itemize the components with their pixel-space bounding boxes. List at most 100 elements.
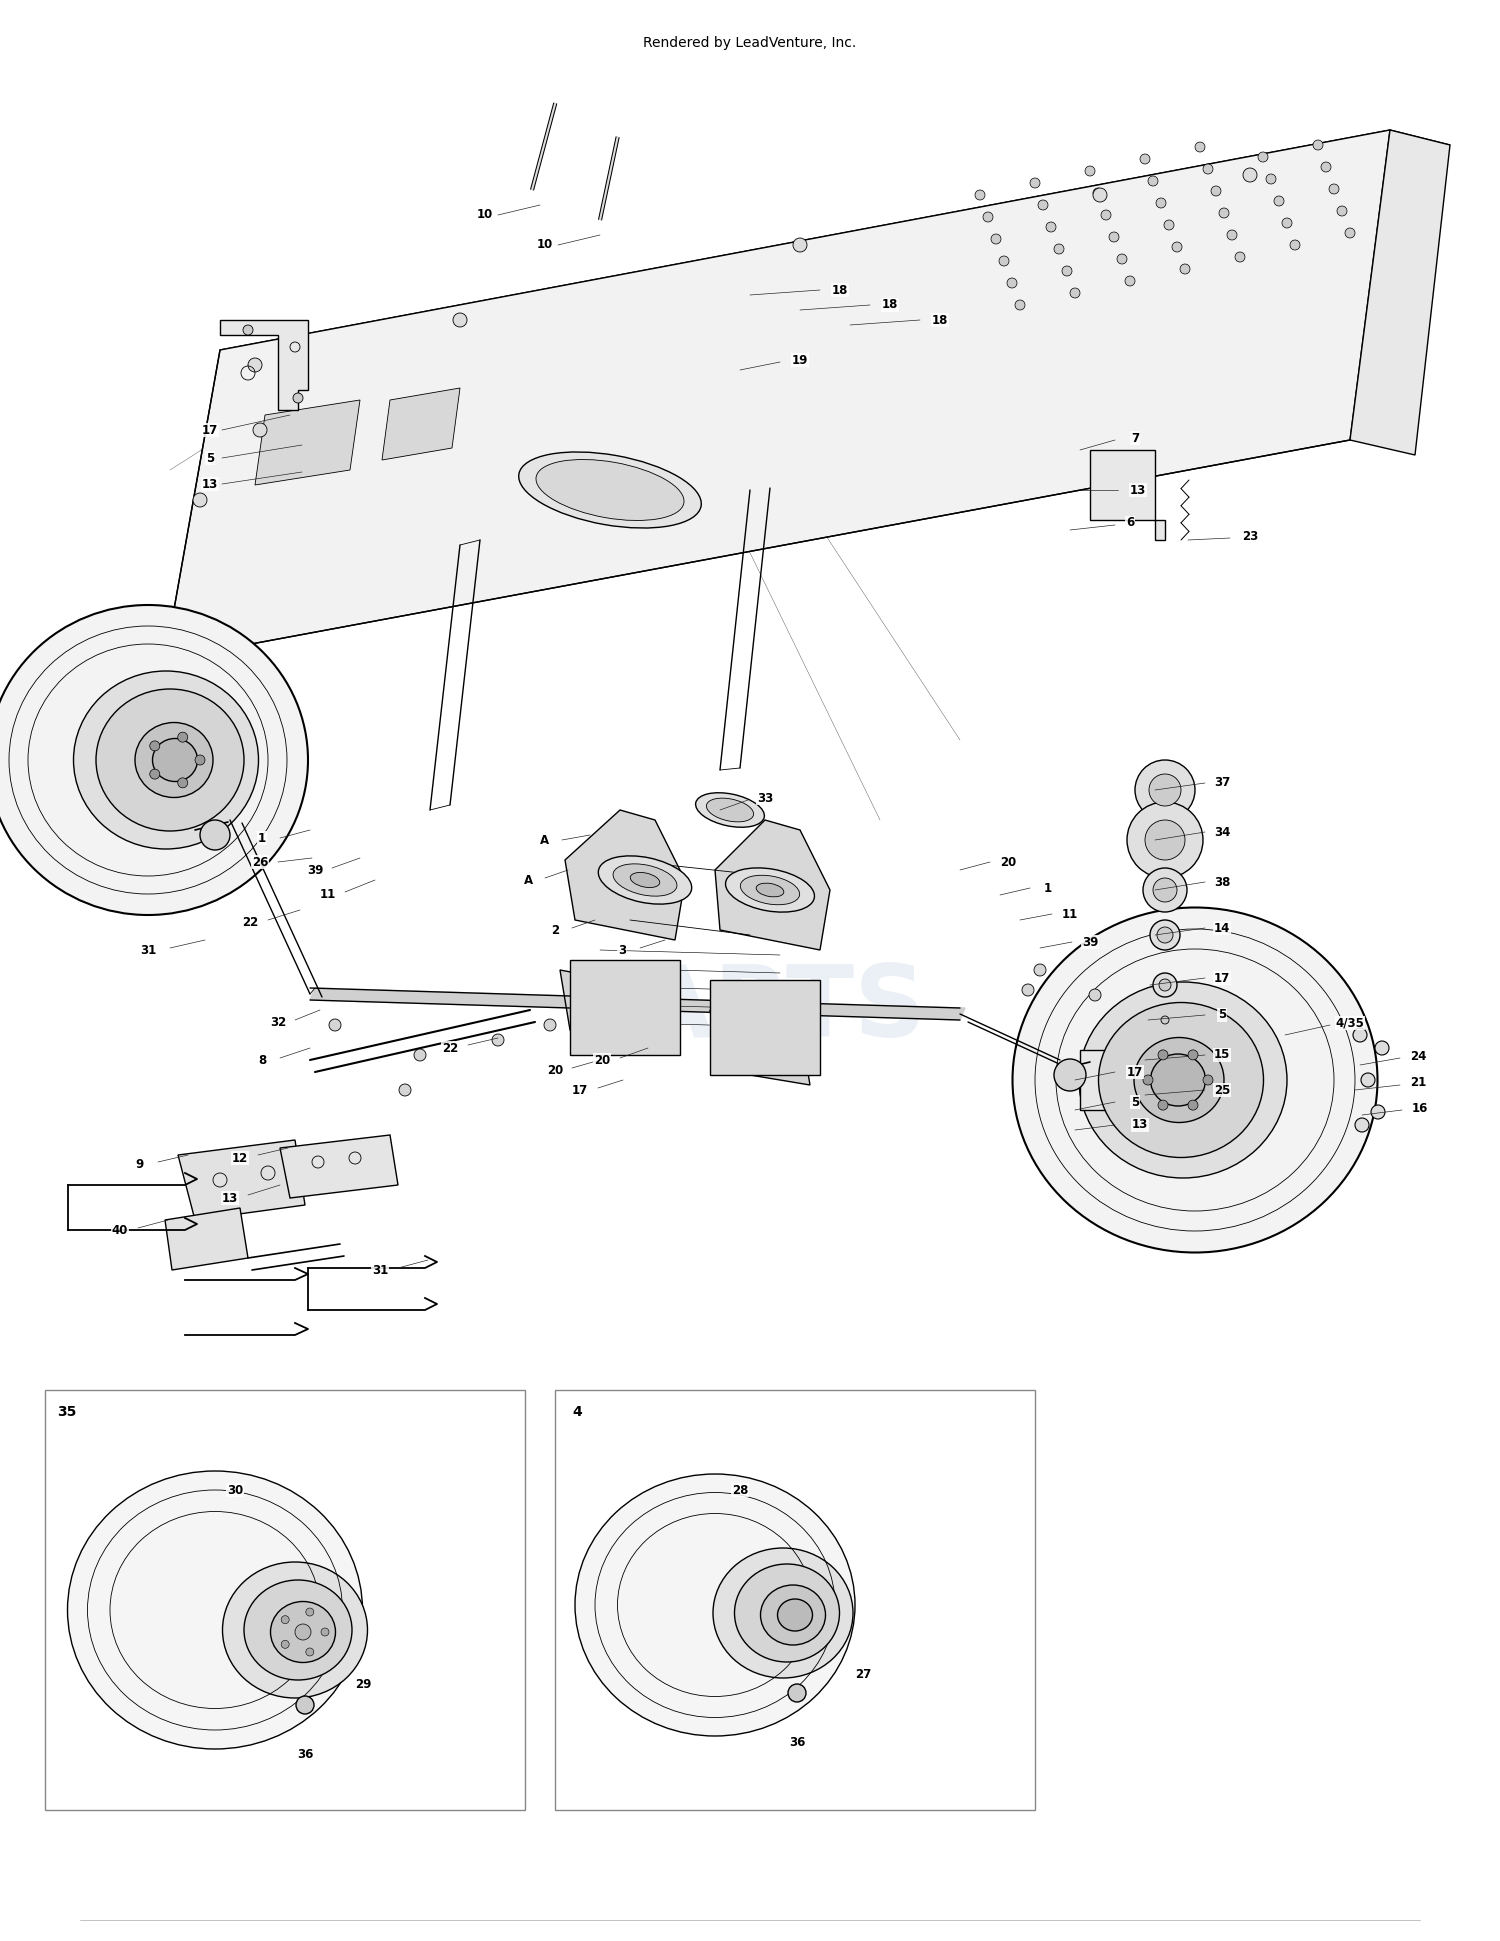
Circle shape: [254, 423, 267, 437]
Text: 11: 11: [1062, 908, 1078, 920]
Bar: [570, 961, 680, 1056]
Text: 10: 10: [537, 239, 554, 252]
Text: 18: 18: [882, 299, 898, 311]
Text: 10: 10: [477, 208, 494, 221]
Text: 23: 23: [1242, 530, 1258, 542]
Circle shape: [1136, 761, 1196, 819]
Text: 18: 18: [932, 314, 948, 326]
Ellipse shape: [574, 1473, 855, 1735]
Text: 37: 37: [1214, 776, 1230, 788]
Text: 13: 13: [202, 477, 217, 491]
Circle shape: [1154, 1048, 1178, 1071]
Circle shape: [1346, 227, 1354, 239]
Ellipse shape: [777, 1599, 813, 1630]
Circle shape: [492, 1035, 504, 1046]
Circle shape: [1371, 1104, 1384, 1120]
Circle shape: [1188, 1050, 1198, 1060]
Ellipse shape: [96, 689, 244, 831]
Circle shape: [1034, 965, 1046, 976]
Text: 16: 16: [1412, 1101, 1428, 1114]
Polygon shape: [1090, 450, 1166, 540]
Circle shape: [544, 1019, 556, 1031]
Circle shape: [1244, 169, 1257, 182]
Circle shape: [1084, 167, 1095, 177]
Text: 11: 11: [320, 889, 336, 901]
Text: 17: 17: [572, 1083, 588, 1097]
Text: A: A: [524, 873, 532, 887]
Circle shape: [1336, 206, 1347, 215]
Polygon shape: [165, 130, 1390, 660]
Circle shape: [1062, 266, 1072, 276]
Circle shape: [1158, 1101, 1168, 1110]
Circle shape: [1172, 243, 1182, 252]
Circle shape: [1143, 868, 1186, 912]
Text: 40: 40: [112, 1223, 128, 1236]
Circle shape: [1016, 301, 1025, 311]
Text: 25: 25: [1214, 1083, 1230, 1097]
Circle shape: [1154, 877, 1178, 903]
Circle shape: [1094, 188, 1107, 202]
Circle shape: [150, 741, 160, 751]
Circle shape: [1312, 140, 1323, 149]
Circle shape: [1007, 278, 1017, 287]
Circle shape: [306, 1607, 314, 1617]
Text: 19: 19: [792, 353, 808, 367]
Polygon shape: [165, 1207, 248, 1269]
Circle shape: [1150, 920, 1180, 949]
Ellipse shape: [74, 672, 258, 848]
Circle shape: [328, 1019, 340, 1031]
Text: 31: 31: [140, 943, 156, 957]
Circle shape: [624, 978, 636, 992]
Circle shape: [1353, 1029, 1366, 1042]
Circle shape: [1156, 1011, 1173, 1029]
Text: 22: 22: [442, 1042, 458, 1054]
Text: 13: 13: [1130, 483, 1146, 497]
Circle shape: [1022, 984, 1034, 996]
Circle shape: [1154, 972, 1178, 998]
Text: 8: 8: [258, 1054, 266, 1066]
Text: 20: 20: [1000, 856, 1016, 868]
Text: 34: 34: [1214, 825, 1230, 839]
Text: 36: 36: [297, 1749, 314, 1762]
Circle shape: [1227, 229, 1238, 241]
Text: PARTS: PARTS: [573, 961, 927, 1058]
Text: 5: 5: [206, 452, 214, 464]
Circle shape: [1234, 252, 1245, 262]
Text: 24: 24: [1410, 1050, 1426, 1062]
Polygon shape: [560, 970, 650, 1044]
Text: 2: 2: [550, 924, 560, 936]
Circle shape: [177, 732, 188, 741]
Ellipse shape: [244, 1580, 352, 1681]
Ellipse shape: [1013, 908, 1377, 1252]
Circle shape: [1329, 184, 1340, 194]
Circle shape: [306, 1648, 314, 1656]
Text: 20: 20: [548, 1064, 562, 1077]
Circle shape: [1376, 1040, 1389, 1056]
Text: 36: 36: [789, 1735, 806, 1749]
Circle shape: [1108, 233, 1119, 243]
Ellipse shape: [735, 1564, 840, 1661]
Circle shape: [1149, 774, 1180, 806]
Circle shape: [1274, 196, 1284, 206]
Circle shape: [292, 392, 303, 404]
Bar: [45, 1390, 525, 1811]
Text: 5: 5: [1131, 1095, 1138, 1108]
Ellipse shape: [696, 792, 765, 827]
Circle shape: [975, 190, 986, 200]
Circle shape: [1180, 264, 1190, 274]
Text: 4/35: 4/35: [1335, 1017, 1365, 1029]
Text: 17: 17: [1126, 1066, 1143, 1079]
Circle shape: [1290, 241, 1300, 250]
Circle shape: [1046, 221, 1056, 233]
Circle shape: [788, 1685, 806, 1702]
Circle shape: [1258, 151, 1268, 161]
Circle shape: [624, 1003, 636, 1015]
Polygon shape: [566, 809, 686, 939]
Circle shape: [296, 1625, 310, 1640]
Text: 39: 39: [308, 864, 322, 877]
Circle shape: [321, 1628, 328, 1636]
Text: 9: 9: [136, 1159, 144, 1172]
Bar: [555, 1390, 1035, 1811]
Ellipse shape: [536, 460, 684, 520]
Text: 31: 31: [372, 1264, 388, 1277]
